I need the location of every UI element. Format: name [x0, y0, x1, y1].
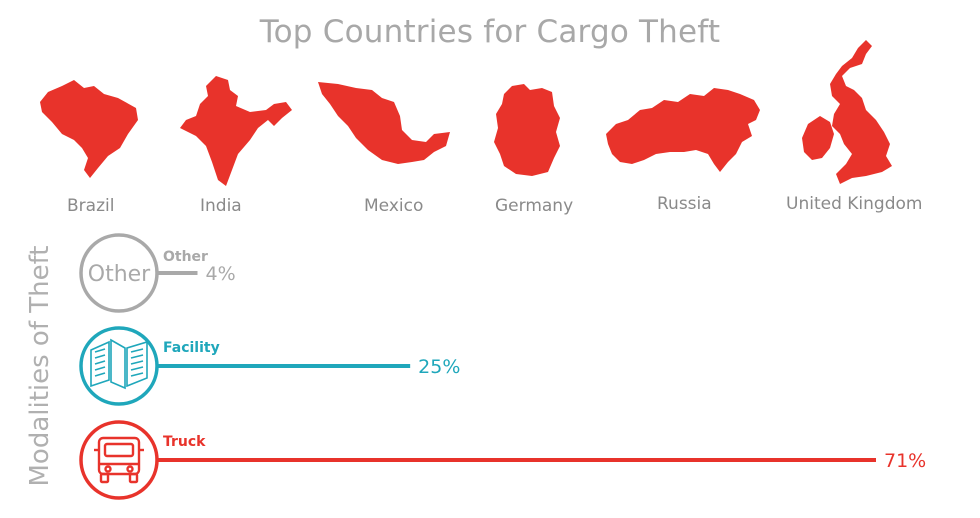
- country-label-germany: Germany: [495, 196, 574, 216]
- mexico-map-icon: [318, 82, 450, 164]
- modality-value-facility: 25%: [418, 356, 460, 378]
- building-icon: [90, 338, 148, 390]
- modality-circle-truck: [79, 420, 159, 500]
- modality-label-facility: Facility: [163, 340, 220, 356]
- truck-icon: [94, 436, 144, 484]
- india-map-icon: [180, 76, 292, 186]
- brazil-map-icon: [40, 80, 138, 178]
- modality-circle-facility: [79, 326, 159, 406]
- modality-label-truck: Truck: [163, 434, 206, 450]
- country-label-russia: Russia: [657, 194, 712, 214]
- united-kingdom-map-icon: [802, 40, 892, 184]
- country-label-india: India: [200, 196, 242, 216]
- chart-title: Top Countries for Cargo Theft: [259, 14, 721, 50]
- modality-value-truck: 71%: [884, 450, 926, 472]
- country-label-mexico: Mexico: [364, 196, 424, 216]
- country-label-united-kingdom: United Kingdom: [786, 194, 923, 214]
- modality-icon-text-other: Other: [88, 262, 151, 287]
- modality-label-other: Other: [163, 249, 208, 265]
- russia-map-icon: [606, 88, 760, 172]
- germany-map-icon: [494, 84, 560, 176]
- modality-value-other: 4%: [206, 263, 236, 285]
- modality-row-facility: Facility 25%: [79, 326, 460, 406]
- country-label-brazil: Brazil: [67, 196, 115, 216]
- modality-row-truck: Truck 71%: [79, 420, 926, 500]
